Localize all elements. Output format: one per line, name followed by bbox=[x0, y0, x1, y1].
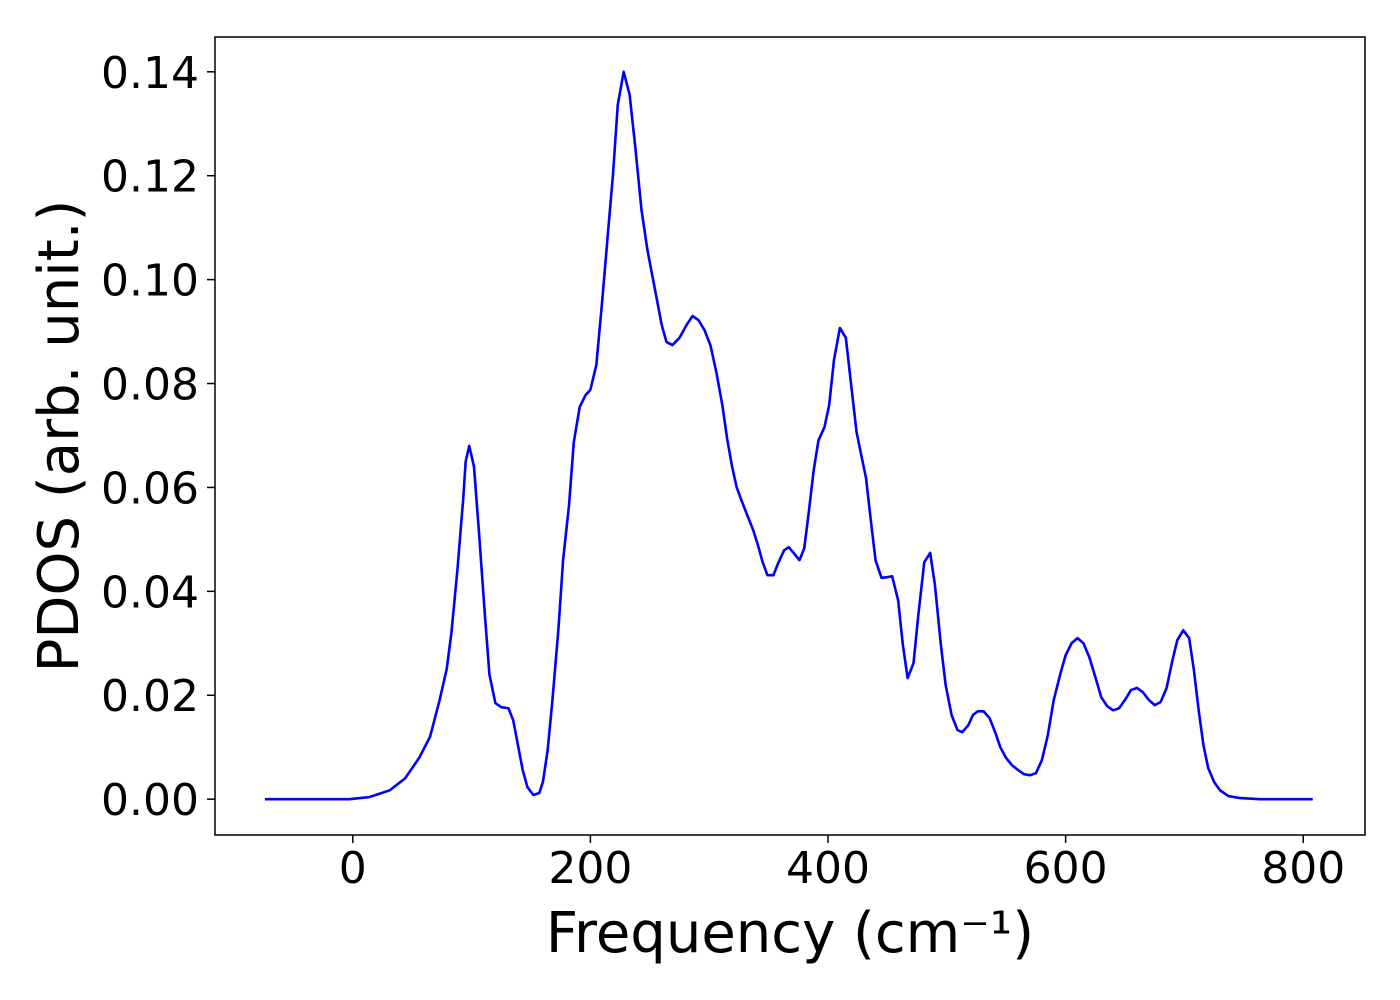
y-axis-label: PDOS (arb. unit.) bbox=[27, 200, 92, 673]
x-tick-label: 600 bbox=[1024, 843, 1108, 894]
y-tick-label: 0.12 bbox=[101, 152, 199, 203]
x-axis-label: Frequency (cm⁻¹) bbox=[546, 901, 1034, 966]
x-tick-label: 400 bbox=[786, 843, 870, 894]
y-tick-label: 0.02 bbox=[101, 671, 199, 722]
y-tick-label: 0.00 bbox=[101, 775, 199, 826]
y-tick-label: 0.06 bbox=[101, 463, 199, 514]
y-tick-label: 0.14 bbox=[101, 48, 199, 99]
data-line bbox=[264, 70, 1313, 801]
plot-frame bbox=[214, 36, 1366, 836]
y-tick-label: 0.10 bbox=[101, 256, 199, 307]
x-tick-label: 0 bbox=[339, 843, 367, 894]
y-tick-label: 0.04 bbox=[101, 567, 199, 618]
x-tick-label: 800 bbox=[1261, 843, 1345, 894]
y-tick-label: 0.08 bbox=[101, 360, 199, 411]
x-tick-label: 200 bbox=[548, 843, 632, 894]
